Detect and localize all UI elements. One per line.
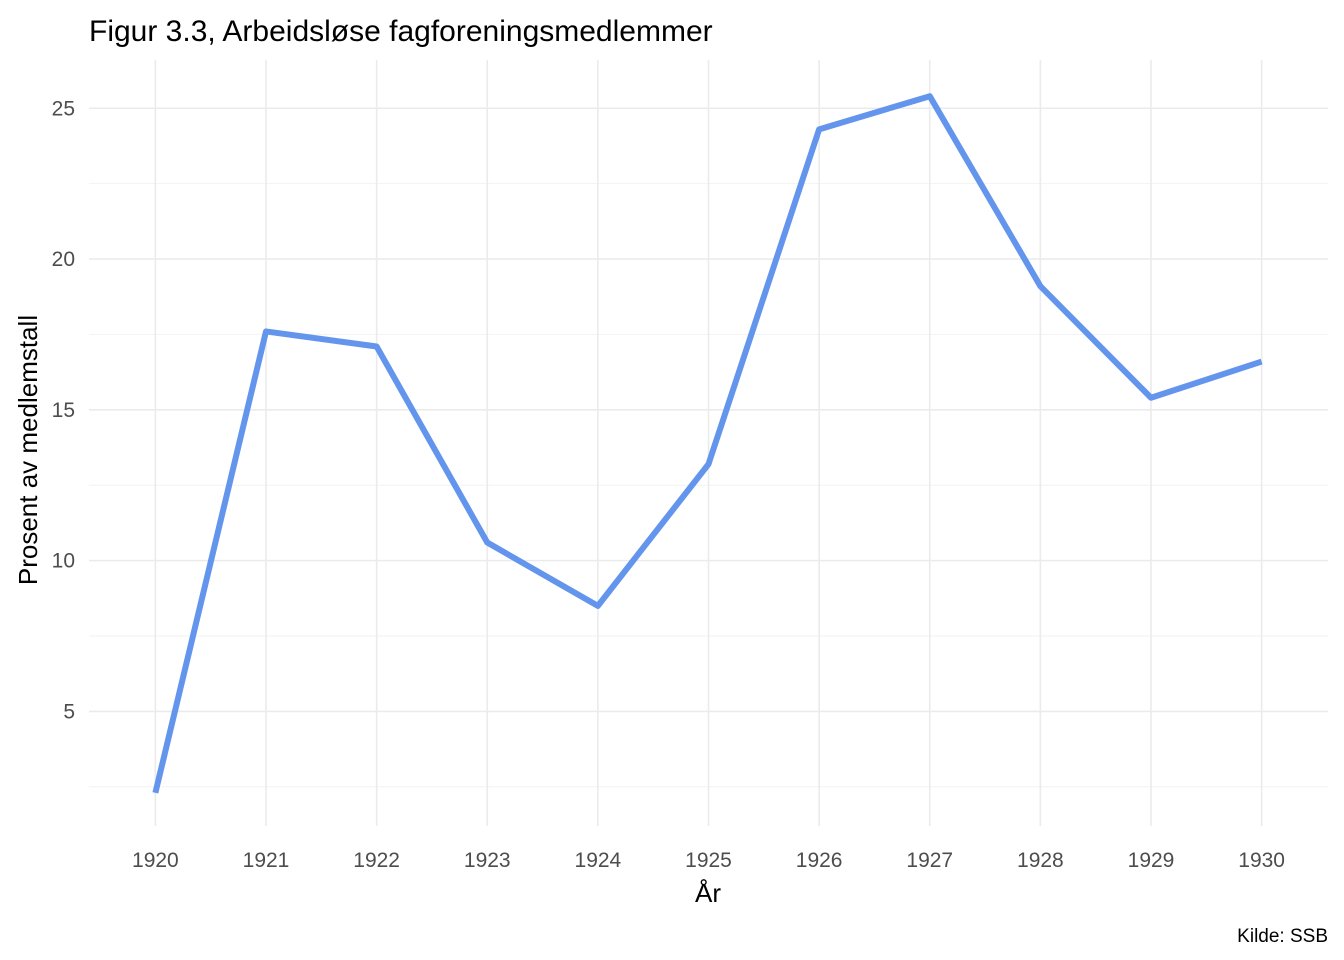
x-axis-ticks: 1920 1921 1922 1923 1924 1925 1926 1927 1928 1929… bbox=[132, 849, 1285, 872]
chart-title: Figur 3.3, Arbeidsløse fagforeningsmedle… bbox=[89, 15, 713, 48]
x-tick-label: 1926 bbox=[796, 849, 843, 872]
grid bbox=[89, 60, 1328, 826]
series-line bbox=[152, 93, 1263, 794]
y-tick-label: 5 bbox=[63, 700, 75, 723]
x-tick-label: 1930 bbox=[1238, 849, 1285, 872]
x-tick-label: 1927 bbox=[906, 849, 953, 872]
y-tick-label: 10 bbox=[52, 550, 75, 573]
x-tick-label: 1923 bbox=[464, 849, 511, 872]
x-tick-label: 1929 bbox=[1128, 849, 1175, 872]
series-layer bbox=[152, 93, 1263, 794]
x-tick-label: 1920 bbox=[132, 849, 179, 872]
x-tick-label: 1925 bbox=[685, 849, 732, 872]
x-tick-label: 1922 bbox=[353, 849, 400, 872]
source-caption: Kilde: SSB bbox=[1237, 926, 1328, 947]
x-tick-label: 1924 bbox=[575, 849, 622, 872]
x-axis-title: År bbox=[695, 878, 721, 908]
y-axis-title: Prosent av medlemstall bbox=[13, 315, 43, 585]
x-tick-label: 1921 bbox=[243, 849, 290, 872]
y-tick-label: 20 bbox=[52, 248, 75, 271]
y-axis-ticks: 5 10 15 20 25 bbox=[52, 97, 75, 723]
y-tick-label: 15 bbox=[52, 399, 75, 422]
y-tick-label: 25 bbox=[52, 97, 75, 120]
x-tick-label: 1928 bbox=[1017, 849, 1064, 872]
